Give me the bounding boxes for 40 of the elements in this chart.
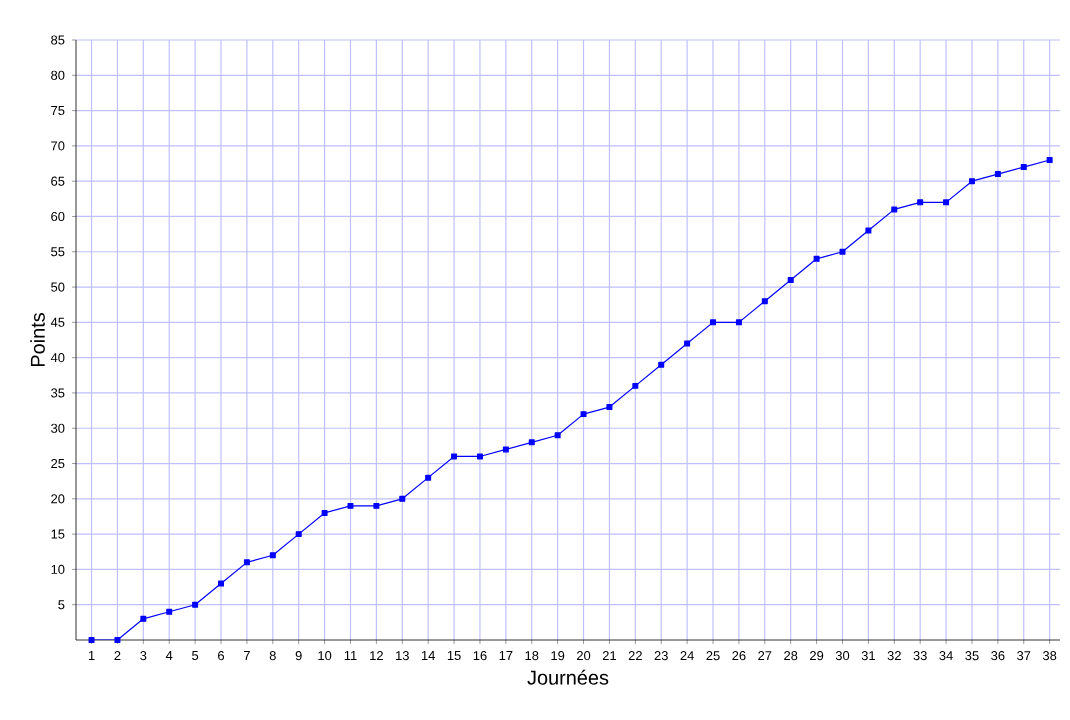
point: [710, 319, 717, 326]
point: [1046, 157, 1053, 163]
point: [606, 404, 613, 411]
point: [192, 601, 199, 608]
point: [580, 411, 587, 418]
point: [502, 446, 509, 453]
point: [632, 382, 639, 389]
point: [1020, 164, 1027, 171]
point: [451, 453, 458, 460]
point: [839, 248, 846, 255]
point: [735, 319, 742, 326]
point: [243, 559, 250, 566]
point: [554, 432, 561, 439]
point: [114, 637, 121, 643]
point: [218, 580, 225, 587]
point: [761, 298, 768, 305]
point: [425, 474, 432, 481]
point: [88, 637, 95, 643]
point: [891, 206, 898, 213]
point: [865, 227, 872, 234]
point: [684, 340, 691, 347]
point: [476, 453, 483, 460]
point: [399, 495, 406, 502]
point: [787, 277, 794, 283]
point: [968, 178, 975, 185]
point: [943, 199, 950, 206]
point: [373, 502, 380, 509]
point: [347, 502, 354, 509]
point: [813, 255, 820, 262]
point: [528, 439, 535, 446]
point: [295, 531, 302, 538]
point: [269, 552, 276, 559]
point: [140, 615, 147, 622]
point: [994, 171, 1001, 178]
y-axis-title: Points: [30, 313, 45, 367]
point: [917, 199, 924, 206]
point: [658, 361, 665, 368]
point: [321, 509, 328, 516]
x-axis-title: Journées: [527, 669, 609, 685]
point: [166, 608, 173, 615]
